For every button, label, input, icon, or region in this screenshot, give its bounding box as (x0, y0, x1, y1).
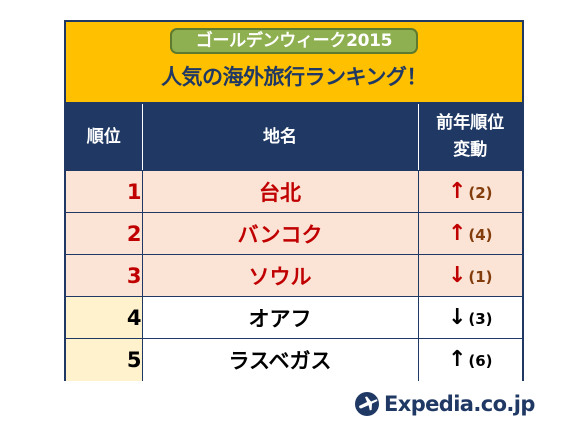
ranking-headline: 人気の海外旅行ランキング！ (161, 65, 427, 89)
header-name: 地名 (141, 104, 418, 171)
rank-cell: 5 (66, 338, 143, 381)
previous-rank: (1) (468, 268, 493, 286)
table-row: 4 オアフ ↓ (3) (66, 296, 522, 339)
rank-cell: 1 (66, 170, 143, 213)
logo-text: Expedia.co.jp (384, 392, 535, 416)
header-row: 順位 地名 前年順位 変動 (66, 104, 522, 171)
up-arrow-icon: ↑ (447, 179, 467, 204)
change-cell: ↑ (2) (417, 170, 522, 213)
header-change: 前年順位 変動 (417, 104, 522, 171)
expedia-logo: Expedia.co.jp (354, 390, 535, 418)
header-change-line2: 変動 (453, 140, 488, 160)
up-arrow-icon: ↑ (447, 221, 467, 246)
title-banner: ゴールデンウィーク2015 人気の海外旅行ランキング！ (66, 22, 522, 104)
header-rank: 順位 (66, 104, 142, 171)
place-cell: 台北 (141, 170, 419, 213)
rank-cell: 4 (66, 296, 143, 339)
change-cell: ↑ (4) (417, 212, 522, 255)
change-cell: ↓ (3) (417, 296, 522, 339)
table-row: 3 ソウル ↓ (1) (66, 254, 522, 297)
place-cell: バンコク (141, 212, 419, 255)
table-row: 1 台北 ↑ (2) (66, 170, 522, 213)
event-pill: ゴールデンウィーク2015 (170, 28, 418, 54)
previous-rank: (4) (468, 226, 493, 244)
change-cell: ↓ (1) (417, 254, 522, 297)
header-change-line1: 前年順位 (436, 113, 505, 133)
change-cell: ↑ (6) (417, 338, 522, 381)
previous-rank: (6) (468, 352, 493, 371)
table-row: 2 バンコク ↑ (4) (66, 212, 522, 255)
table-row: 5 ラスベガス ↑ (6) (66, 338, 522, 381)
previous-rank: (3) (468, 310, 493, 328)
expedia-globe-plane-icon (355, 392, 379, 416)
rank-cell: 3 (66, 254, 143, 297)
ranking-table: 順位 地名 前年順位 変動 1 台北 ↑ (2) 2 バンコク ↑ (4) 3 (66, 104, 522, 381)
previous-rank: (2) (468, 184, 493, 202)
place-cell: ラスベガス (141, 338, 419, 381)
down-arrow-icon: ↓ (447, 263, 467, 288)
down-arrow-icon: ↓ (447, 305, 467, 330)
rank-cell: 2 (66, 212, 143, 255)
up-arrow-icon: ↑ (447, 347, 467, 373)
ranking-card: ゴールデンウィーク2015 人気の海外旅行ランキング！ 順位 地名 前年順位 変… (64, 20, 524, 381)
place-cell: オアフ (141, 296, 419, 339)
place-cell: ソウル (141, 254, 419, 297)
